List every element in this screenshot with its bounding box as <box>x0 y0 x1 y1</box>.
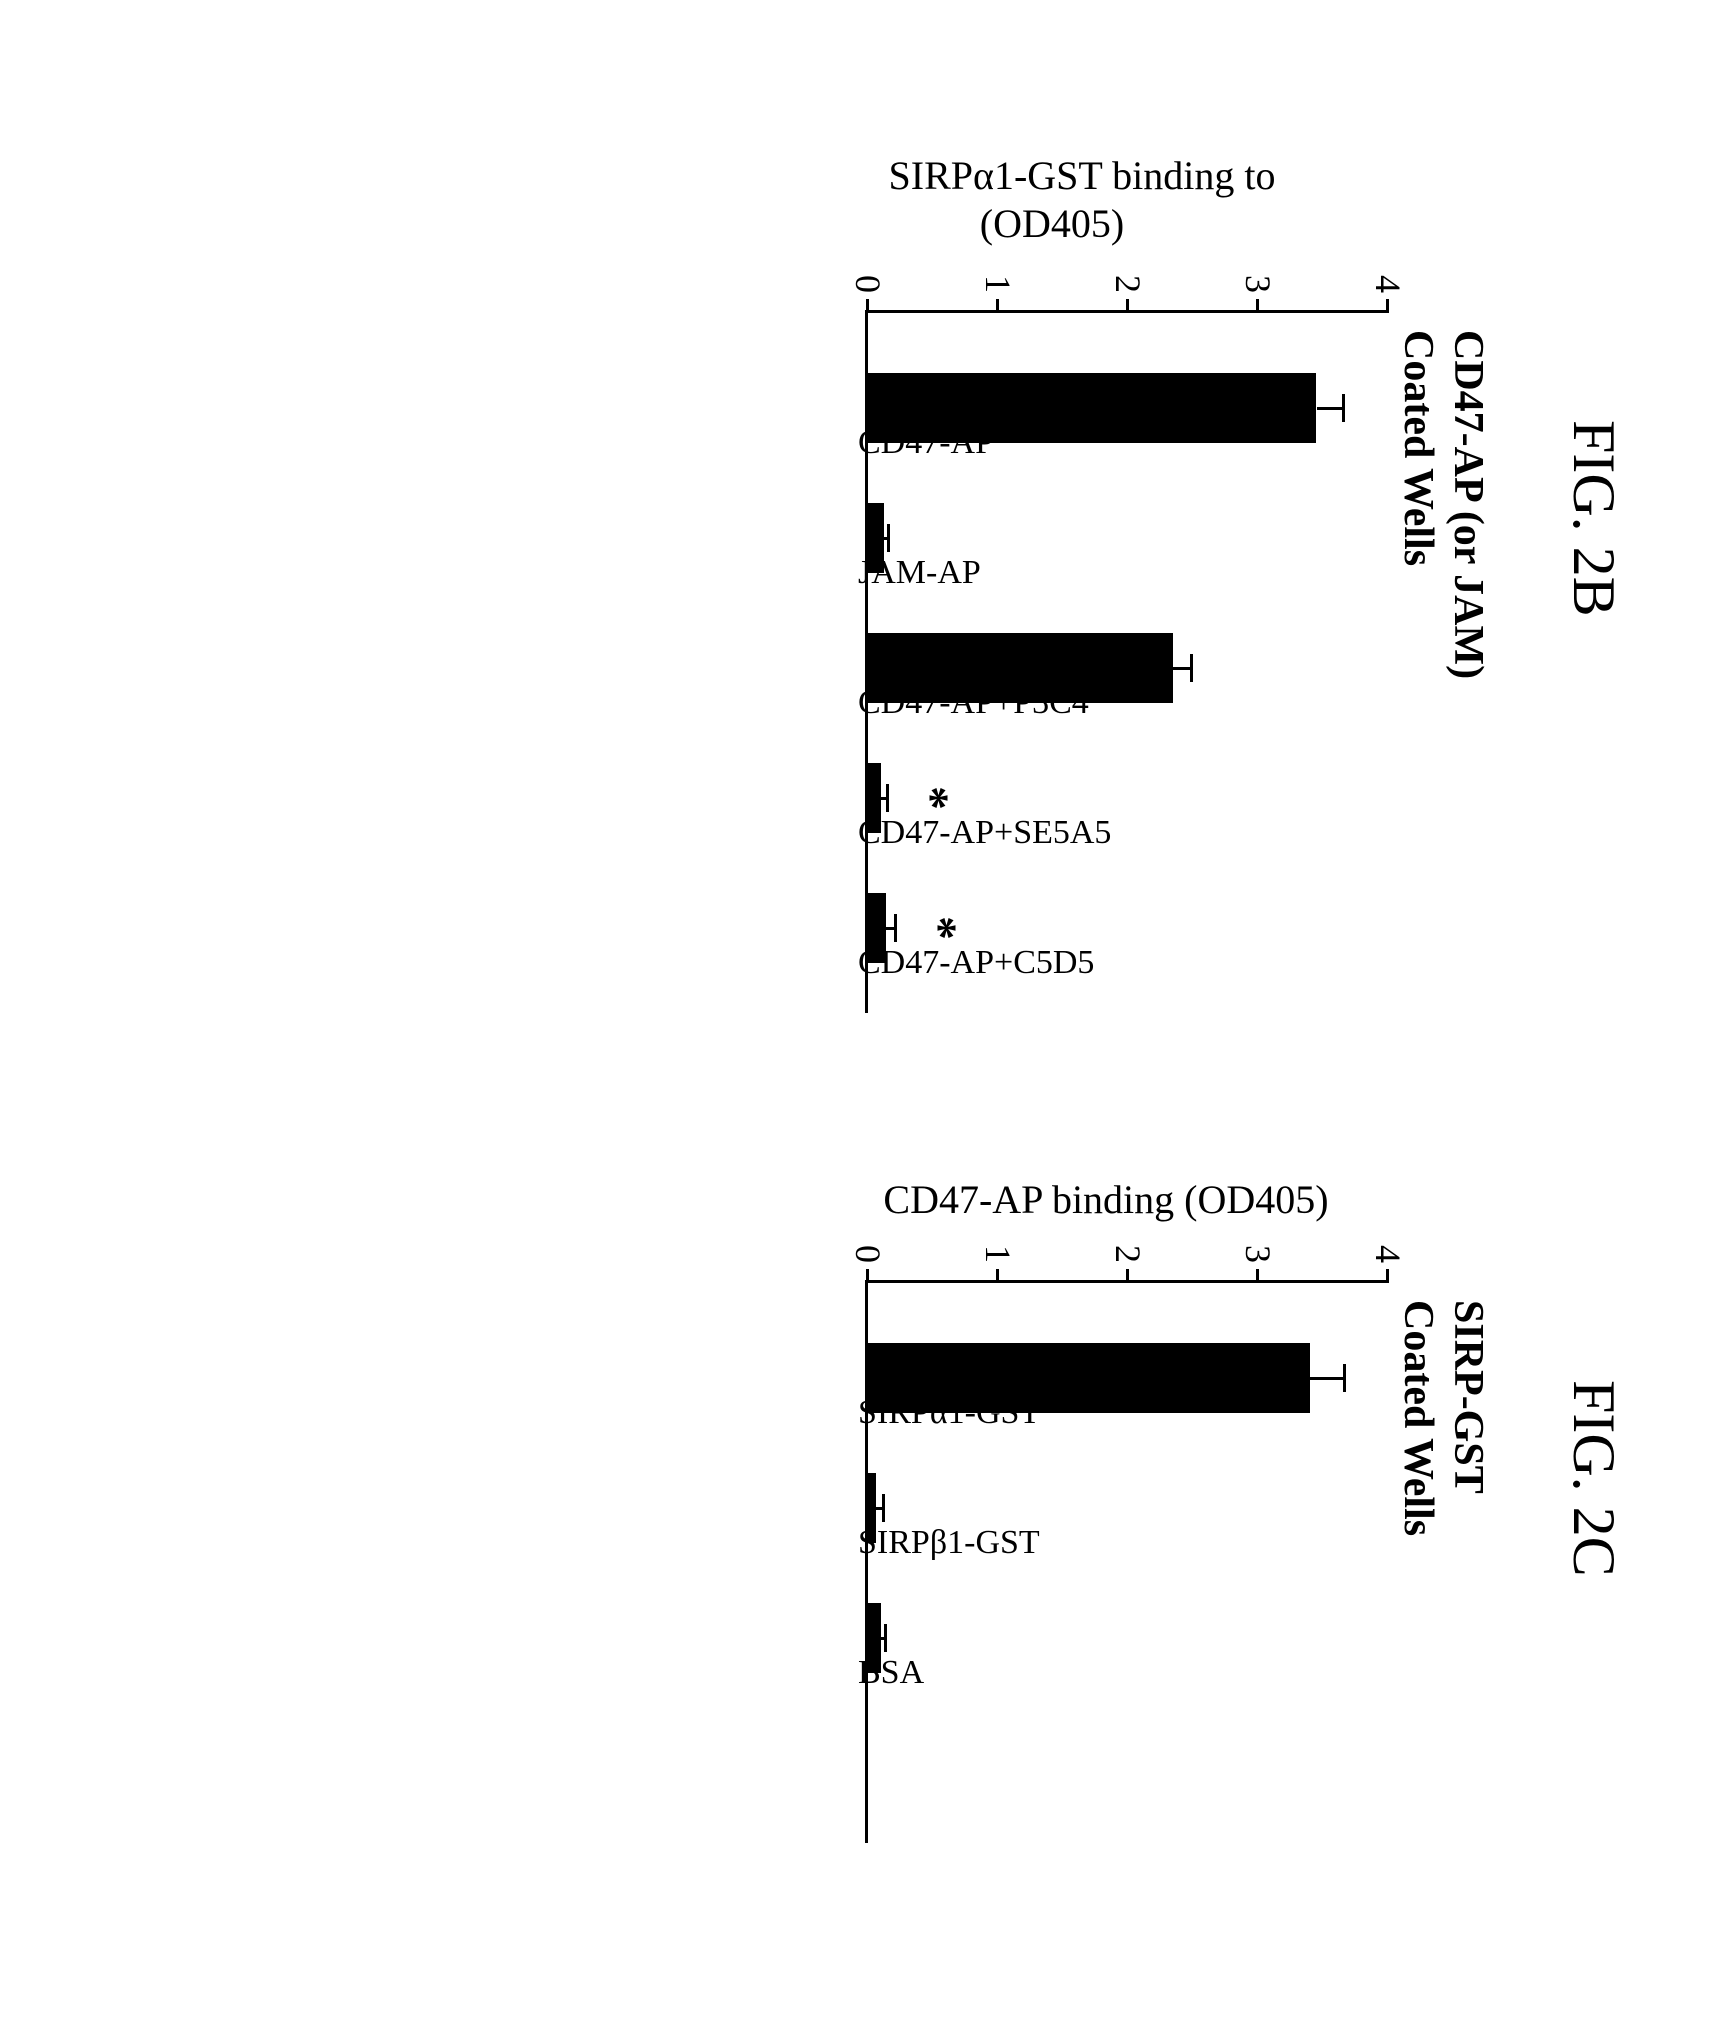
xtick-label: JAM-AP <box>858 554 981 592</box>
ytick <box>1386 299 1389 313</box>
error-cap <box>894 914 897 942</box>
fig-2b-label: FIG. 2B <box>1559 420 1628 617</box>
fig-2c-title-line2: Coated Wells <box>1395 1300 1441 1536</box>
ytick <box>1126 299 1129 313</box>
significance-asterisk: * <box>912 916 967 940</box>
error-cap <box>1190 654 1193 682</box>
fig-2c-title: SIRP-GST Coated Wells <box>1392 1300 1493 1536</box>
xtick-label: CD47-AP+P3C4 <box>858 684 1089 722</box>
fig-2b-title-line2: Coated Wells <box>1395 330 1441 566</box>
fig-2c-yaxis-label: CD47-AP binding (OD405) <box>816 1128 1336 1272</box>
error-cap <box>882 1494 885 1522</box>
fig-2b-title-line1: CD47-AP (or JAM) <box>1445 330 1491 679</box>
xtick-label: CD47-AP+SE5A5 <box>858 814 1111 852</box>
fig-2c-title-line1: SIRP-GST <box>1445 1300 1491 1494</box>
error-cap <box>1343 1364 1346 1392</box>
error-bar <box>1317 407 1346 410</box>
ytick-label: 4 <box>1367 1245 1409 1263</box>
error-cap <box>887 524 890 552</box>
error-cap <box>1342 394 1345 422</box>
xtick-label: BSA <box>858 1654 924 1692</box>
ytick <box>866 299 869 313</box>
significance-asterisk: * <box>904 786 959 810</box>
error-bar <box>1310 1377 1346 1380</box>
fig-2c-yaxis-line1: CD47-AP binding (OD405) <box>883 1177 1328 1222</box>
fig-2b-yaxis-line1: SIRPα1-GST binding to <box>889 153 1276 198</box>
canvas: FIG. 2B CD47-AP (or JAM) Coated Wells 01… <box>0 0 1718 2018</box>
fig-2b-title: CD47-AP (or JAM) Coated Wells <box>1392 330 1493 679</box>
ytick <box>996 299 999 313</box>
ytick <box>1256 299 1259 313</box>
xtick-label: SIRPβ1-GST <box>858 1524 1040 1562</box>
xtick-label: CD47-AP+C5D5 <box>858 944 1094 982</box>
ytick-label: 4 <box>1367 275 1409 293</box>
error-cap <box>886 784 889 812</box>
fig-2b-yaxis-label: SIRPα1-GST binding to (OD405) <box>792 104 1312 296</box>
fig-2c-label: FIG. 2C <box>1559 1380 1628 1577</box>
fig-2c-plot: 01234SIRPα1-GSTSIRPβ1-GSTBSA <box>865 1280 1388 1843</box>
xtick-label: CD47-AP <box>858 424 994 462</box>
fig-2b-plot: 01234CD47-APJAM-APCD47-AP+P3C4CD47-AP+SE… <box>865 310 1388 1013</box>
error-cap <box>885 1624 888 1652</box>
fig-2b-yaxis-line2: (OD405) <box>980 201 1124 246</box>
ytick <box>1386 1269 1389 1283</box>
xtick-label: SIRPα1-GST <box>858 1394 1040 1432</box>
